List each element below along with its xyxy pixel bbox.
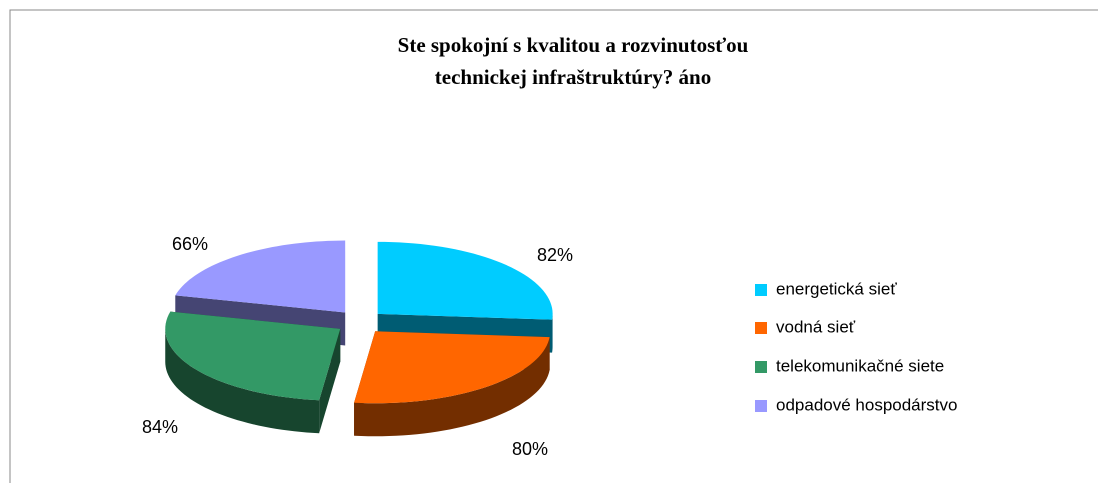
pie-slice	[165, 311, 341, 401]
pie	[165, 240, 553, 437]
pie-slice	[175, 240, 346, 313]
legend-swatch	[755, 400, 767, 412]
chart-title: Ste spokojní s kvalitou a rozvinutosťou t…	[398, 33, 749, 89]
slice-wall	[552, 313, 553, 353]
pie-slice	[377, 241, 553, 320]
legend-swatch	[755, 284, 767, 296]
legend-label: energetická sieť	[776, 279, 897, 298]
title-line: Ste spokojní s kvalitou a rozvinutosťou	[398, 33, 749, 57]
data-label: 82%	[537, 245, 573, 265]
chart-frame	[9, 9, 1098, 483]
legend-label: vodná sieť	[776, 317, 856, 336]
slice-wall	[165, 328, 320, 434]
legend-label: odpadové hospodárstvo	[776, 395, 957, 414]
slice-group	[165, 311, 341, 434]
slice-group	[354, 331, 550, 437]
data-label: 84%	[142, 417, 178, 437]
legend-label: telekomunikačné siete	[776, 356, 944, 375]
title-line: technickej infraštruktúry? áno	[435, 65, 712, 89]
legend-swatch	[755, 322, 767, 334]
slice-wall	[354, 337, 550, 437]
data-label: 66%	[172, 234, 208, 254]
legend-swatch	[755, 361, 767, 373]
data-label: 80%	[512, 439, 548, 459]
legend: energetická sieť vodná sieť telekomunikačn…	[755, 279, 957, 414]
pie-slice	[354, 331, 550, 404]
